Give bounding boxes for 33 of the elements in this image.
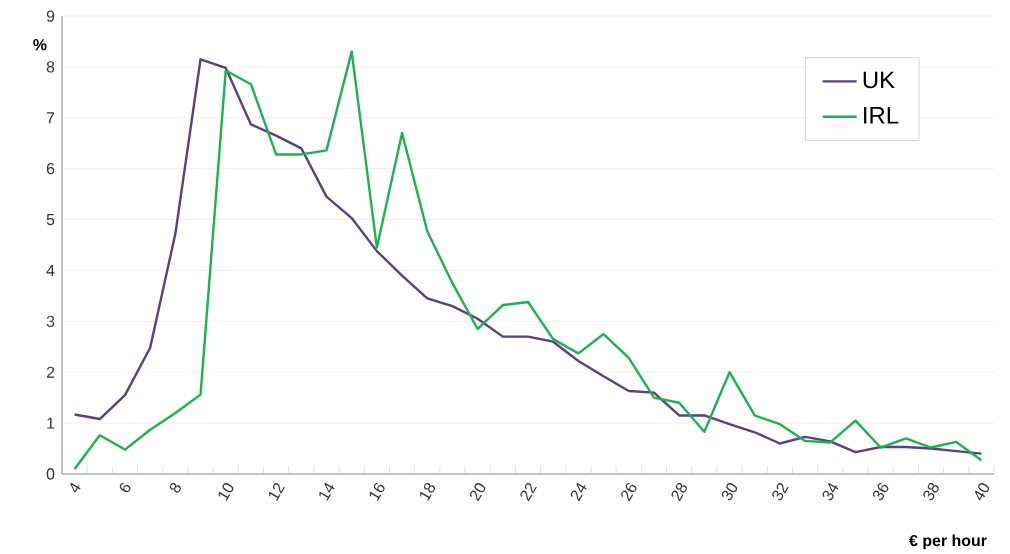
y-tick-label: 3 <box>46 315 55 327</box>
x-tick-label: 14 <box>319 482 335 501</box>
x-tick-label: 30 <box>721 483 738 501</box>
y-tick-label: 0 <box>46 468 55 480</box>
y-tick-label: 2 <box>46 366 55 378</box>
x-tick-label: 40 <box>974 483 990 501</box>
x-tick-label: 34 <box>822 482 839 501</box>
y-tick-label: 7 <box>46 112 55 124</box>
x-tick-label: 10 <box>218 483 234 501</box>
y-tick-label: 8 <box>46 61 55 73</box>
x-tick-label: 6 <box>119 482 131 493</box>
y-tick-label: 9 <box>46 10 55 22</box>
x-tick-label: 22 <box>520 482 537 502</box>
y-tick-label: 1 <box>47 417 55 429</box>
x-tick-label: 16 <box>369 482 385 501</box>
y-axis-title: % <box>33 39 47 51</box>
x-tick-label: 26 <box>621 482 637 502</box>
x-tick-label: 36 <box>872 482 889 501</box>
x-tick-label: 28 <box>671 482 687 502</box>
x-axis-title: € per hour <box>909 534 987 550</box>
y-tick-label: 5 <box>46 214 55 226</box>
x-tick-label: 24 <box>570 482 587 502</box>
x-tick-label: 18 <box>420 482 436 501</box>
legend-label: IRL <box>864 107 899 124</box>
x-tick-label: 8 <box>169 482 181 493</box>
y-tick-label: 4 <box>46 264 55 276</box>
y-tick-label: 6 <box>46 163 55 175</box>
x-tick-label: 20 <box>469 483 486 502</box>
x-tick-label: 4 <box>70 482 81 493</box>
legend-label: UK <box>863 71 895 89</box>
x-tick-label: 12 <box>269 482 285 501</box>
x-tick-label: 32 <box>772 482 789 501</box>
x-tick-label: 38 <box>923 482 939 501</box>
